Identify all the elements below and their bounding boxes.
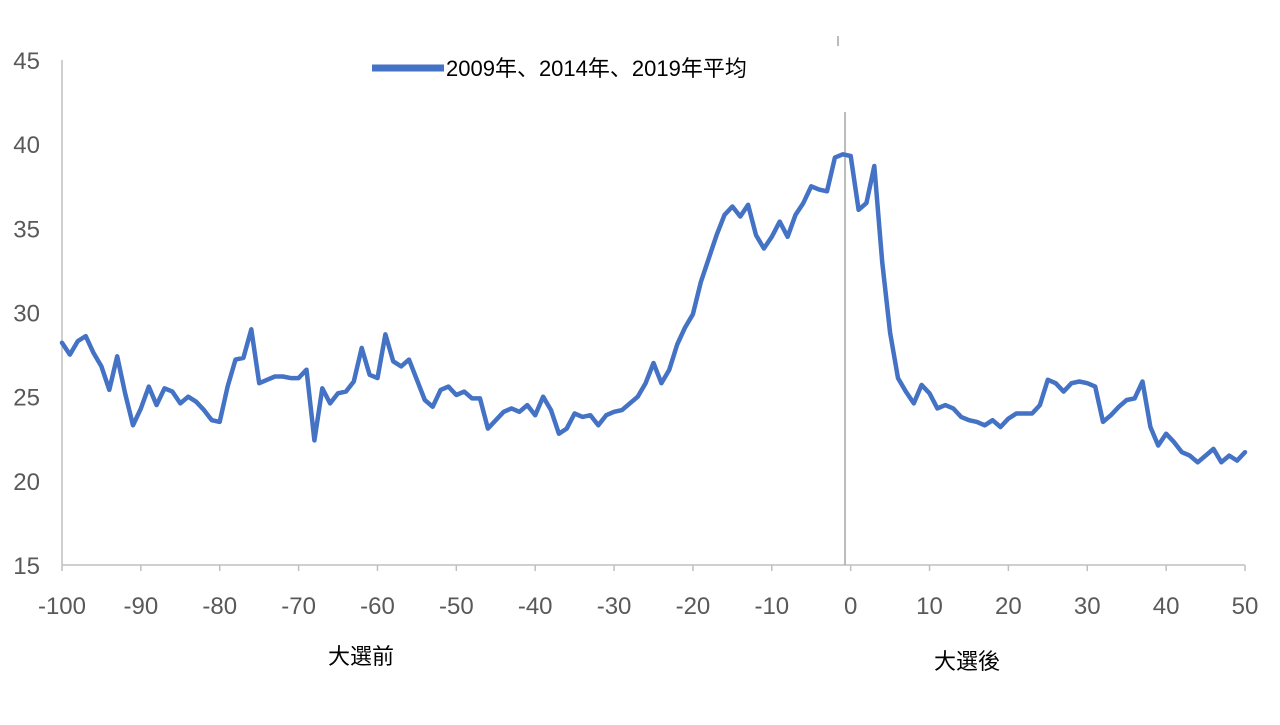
- x-tick-label: 10: [916, 593, 943, 620]
- legend: 2009年、2014年、2019年平均: [372, 56, 747, 81]
- x-tick-label: -20: [676, 593, 711, 620]
- before-election-label: 大選前: [328, 644, 394, 669]
- x-tick-label: 50: [1232, 593, 1259, 620]
- x-tick-label: -80: [202, 593, 237, 620]
- x-tick-label: -90: [124, 593, 159, 620]
- x-tick-label: 40: [1153, 593, 1180, 620]
- y-tick-labels: 15 20 25 30 35 40 45: [13, 48, 40, 580]
- x-tick-label: 0: [844, 593, 857, 620]
- series-line: [59, 152, 1248, 465]
- y-tick-label: 35: [13, 216, 40, 243]
- axes: [61, 36, 1245, 566]
- x-tick-label: -70: [281, 593, 316, 620]
- x-tick-label: -100: [38, 593, 86, 620]
- legend-label: 2009年、2014年、2019年平均: [446, 56, 747, 81]
- y-tick-label: 40: [13, 132, 40, 159]
- after-election-label: 大選後: [934, 649, 1000, 674]
- y-tick-label: 30: [13, 301, 40, 328]
- y-tick-label: 15: [13, 553, 40, 580]
- x-tick-labels: -100 -90 -80 -70 -60 -50 -40 -30 -20 -10 0 10 20 30 40…: [38, 565, 1258, 620]
- x-tick-label: 30: [1074, 593, 1101, 620]
- x-tick-label: -60: [360, 593, 395, 620]
- y-tick-label: 20: [13, 469, 40, 496]
- y-tick-label: 25: [13, 385, 40, 412]
- x-tick-label: -10: [754, 593, 789, 620]
- y-tick-label: 45: [13, 48, 40, 75]
- series: [59, 152, 1248, 465]
- x-tick-label: -40: [518, 593, 553, 620]
- x-tick-label: -30: [597, 593, 632, 620]
- x-tick-label: -50: [439, 593, 474, 620]
- x-tick-label: 20: [995, 593, 1022, 620]
